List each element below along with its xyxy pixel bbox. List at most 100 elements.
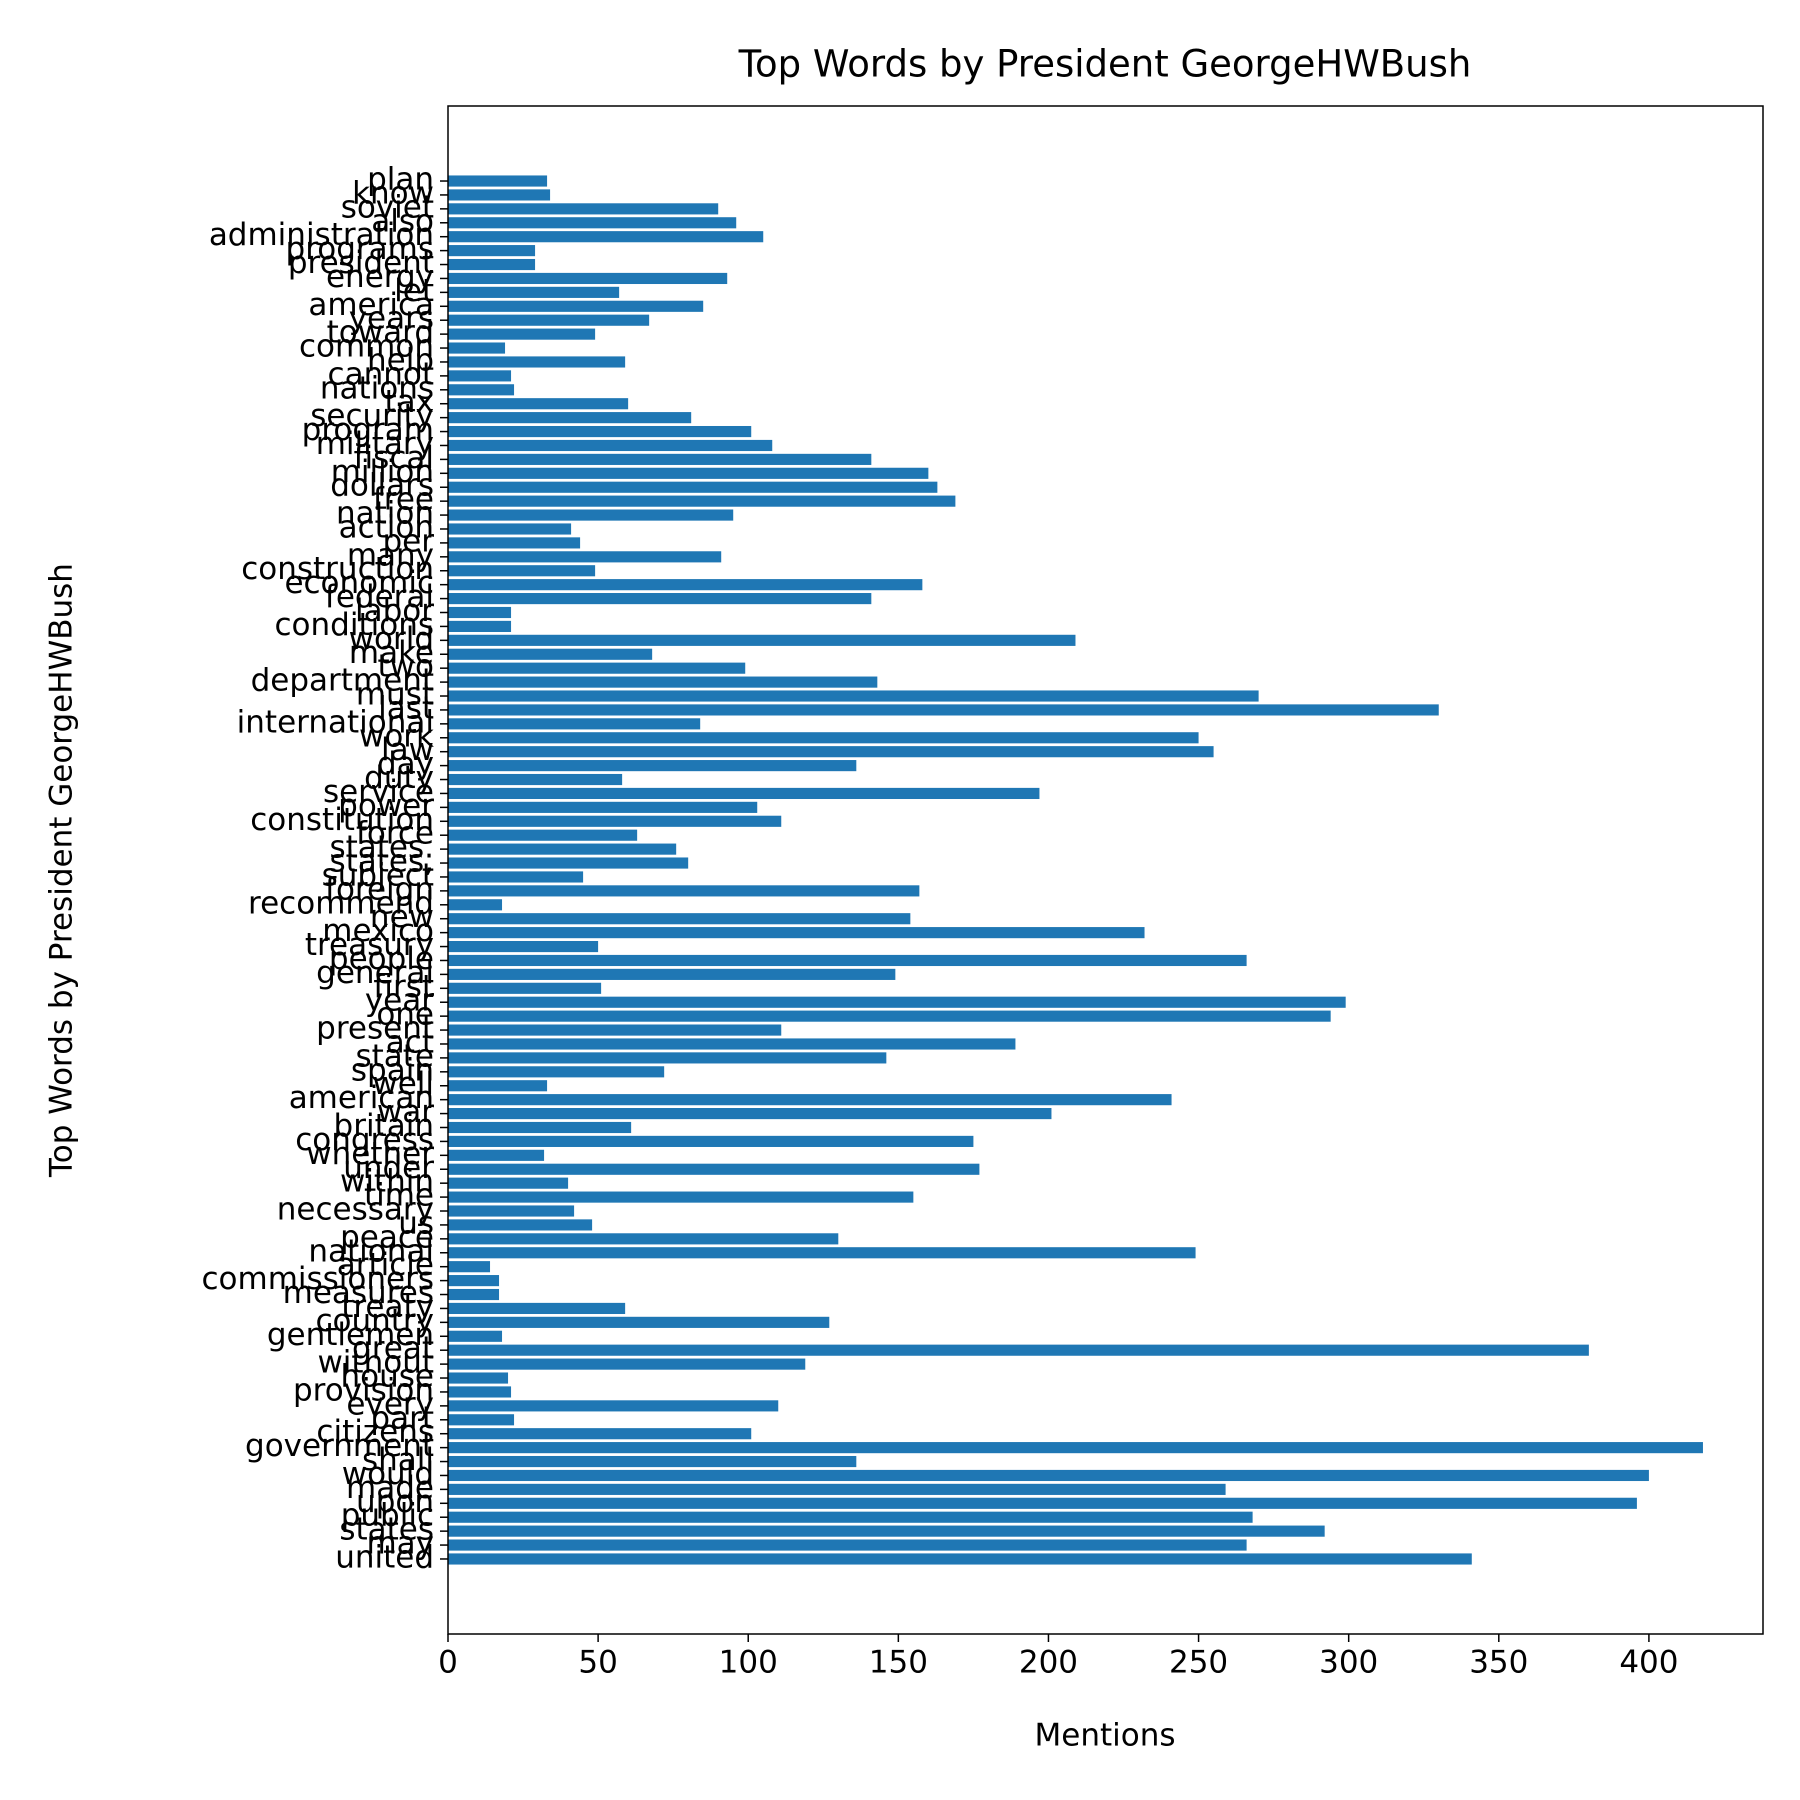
y-tick-label: common [299,329,434,365]
y-tick-label: people [329,941,434,977]
y-tick-label: would [342,1456,434,1492]
y-tick-label: cannot [328,356,434,392]
y-tick-label: every [346,1386,434,1422]
bar [448,968,896,980]
y-tick-label: last [378,690,434,726]
y-tick-label: program [302,412,434,448]
x-axis-label: Mentions [1035,1718,1176,1754]
bar [448,1414,515,1426]
y-tick-label: labor [355,593,434,629]
y-tick-label: know [352,175,434,211]
y-tick-label: free [373,482,434,518]
y-tick-label: american [289,1080,434,1116]
y-tick-label: international [237,704,434,740]
bar [448,1288,500,1301]
y-tick-label: measures [283,1275,434,1311]
y-tick-label: per [383,523,435,559]
bar [448,1539,1247,1551]
bar [448,593,872,605]
x-tick-label: 200 [1019,1645,1078,1681]
bar [448,899,503,911]
y-tick-label: commissioners [201,1261,434,1297]
y-tick-label: treasury [305,927,434,963]
x-tick-label: 50 [578,1645,617,1681]
y-tick-label: states. [329,830,434,866]
y-tick-label: programs [286,231,434,267]
y-tick-label: years [349,301,434,337]
y-tick-label: duty [364,760,434,796]
bar [448,425,752,438]
y-tick-label: britain [334,1108,434,1144]
y-tick-label: department [251,663,434,699]
bar [448,1261,491,1273]
y-tick-label: make [349,635,434,671]
y-tick-label: fiscal [354,440,434,476]
bar [448,760,857,772]
y-tick-label: plan [367,162,434,198]
y-tick-label: whether [306,1136,434,1172]
y-tick-label: necessary [277,1192,434,1228]
bar [448,1177,569,1189]
bar [448,1052,887,1064]
y-tick-label: present [316,1011,434,1047]
y-tick-label: year [365,983,434,1019]
bar [448,1483,1226,1495]
bar [448,314,650,326]
bar [448,1455,857,1468]
bar [448,1275,500,1287]
y-tick-label: tax [385,384,435,420]
bar [448,1205,575,1217]
bar [448,1135,974,1147]
y-tick-label: president [288,245,434,281]
y-tick-label: under [343,1150,434,1186]
bar [448,537,581,549]
bar [448,286,620,298]
y-tick-label: two [378,649,434,685]
bar [448,1400,779,1412]
y-tick-label: part [370,1400,434,1436]
bar [448,885,920,897]
x-tick-label: 0 [438,1645,458,1681]
y-tick-label: conditions [275,607,434,643]
y-tick-label: many [347,537,434,573]
y-tick-label: day [377,746,434,782]
bar [448,1442,1703,1454]
bar [448,495,956,507]
bar [448,258,536,271]
bar [448,175,548,187]
bar [448,398,629,410]
y-tick-label: citizens [316,1414,434,1450]
bar [448,815,782,827]
x-tick-label: 300 [1319,1645,1378,1681]
chart-title: Top Words by President GeorgeHWBush [738,43,1472,86]
y-tick-label: one [376,997,434,1033]
bar [448,1469,1649,1482]
y-tick-label: america [308,287,434,323]
bar [448,996,1346,1008]
y-tick-label: gentlemen [267,1317,434,1353]
y-tick-label: war [377,1094,434,1130]
bar [448,509,734,521]
y-tick-label: new [370,899,434,935]
bar [448,606,512,619]
y-tick-label: made [346,1470,434,1506]
y-tick-label: provision [293,1372,434,1408]
bar [448,1191,914,1203]
y-tick-label: act [386,1024,434,1060]
y-tick-label: congress [295,1122,434,1158]
y-tick-label: house [341,1359,434,1395]
bar [448,857,689,869]
bar [448,1121,632,1134]
y-tick-label: force [356,816,434,852]
bar [448,370,512,382]
y-tick-label: security [310,398,434,434]
y-tick-label: also [371,203,434,239]
y-tick-label: help [367,342,434,378]
y-tick-label: nations [320,370,434,406]
bar [448,1233,839,1245]
bar [448,620,512,632]
bar [448,676,878,688]
bar [448,565,596,577]
x-tick-label: 100 [719,1645,778,1681]
